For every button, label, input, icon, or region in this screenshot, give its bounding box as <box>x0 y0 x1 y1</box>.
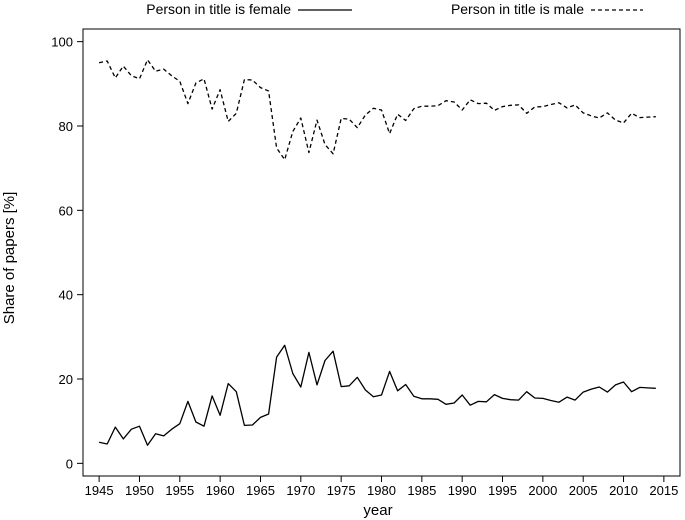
y-tick-label: 80 <box>59 119 73 134</box>
x-tick-label: 1975 <box>327 483 356 498</box>
y-tick-label: 40 <box>59 288 73 303</box>
x-tick-label: 1945 <box>85 483 114 498</box>
y-tick-label: 20 <box>59 372 73 387</box>
x-tick-label: 2010 <box>609 483 638 498</box>
plot-area-frame <box>82 28 681 477</box>
x-tick-label: 1955 <box>165 483 194 498</box>
x-tick-label: 1960 <box>206 483 235 498</box>
x-tick-label: 2000 <box>528 483 557 498</box>
legend: Person in title is female Person in titl… <box>146 1 643 17</box>
x-tick-label: 1950 <box>125 483 154 498</box>
y-tick-label: 60 <box>59 203 73 218</box>
x-axis-title: year <box>363 502 392 519</box>
x-tick-label: 1985 <box>407 483 436 498</box>
x-tick-label: 1980 <box>367 483 396 498</box>
legend-label-male: Person in title is male <box>451 1 584 17</box>
x-tick-label: 1965 <box>246 483 275 498</box>
x-tick-label: 1995 <box>488 483 517 498</box>
y-axis: 0 20 40 60 80 100 <box>51 35 83 471</box>
x-tick-label: 2005 <box>569 483 598 498</box>
y-axis-title: Share of papers [%] <box>1 192 18 325</box>
series-line-male <box>98 59 656 161</box>
x-axis: 1945 1950 1955 1960 1965 1970 1975 1980 1985 1990… <box>85 476 678 498</box>
x-tick-label: 2015 <box>649 483 678 498</box>
x-tick-label: 1990 <box>448 483 477 498</box>
series-line-female <box>98 344 656 446</box>
y-tick-label: 0 <box>66 456 73 471</box>
series-layer <box>98 59 656 446</box>
legend-label-female: Person in title is female <box>146 1 291 17</box>
x-tick-label: 1970 <box>286 483 315 498</box>
y-tick-label: 100 <box>51 35 73 50</box>
